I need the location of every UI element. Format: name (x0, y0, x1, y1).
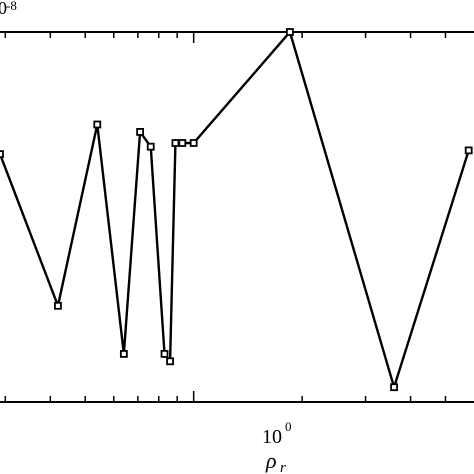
data-point-marker (160, 349, 169, 358)
svg-text:-8: -8 (6, 0, 17, 13)
data-point-marker (54, 301, 62, 310)
data-point-marker (171, 139, 180, 147)
x-axis-label-base: ρ (265, 448, 277, 473)
svg-text:10: 10 (262, 426, 282, 448)
x-tick-label-exponent: 0 (285, 419, 292, 434)
data-point-marker (146, 142, 155, 151)
x-tick-label-base: 10 (262, 426, 282, 448)
y-multiplier-prefix: 0 (0, 0, 7, 18)
svg-text:ρ: ρ (265, 448, 277, 473)
data-point-marker (0, 150, 4, 159)
data-point-marker (464, 146, 473, 155)
data-point-marker (286, 28, 294, 36)
svg-text:r: r (280, 460, 286, 474)
svg-text:0: 0 (285, 419, 292, 434)
data-point-marker (189, 139, 198, 147)
y-multiplier-label: 0 -8 (0, 0, 17, 18)
y-multiplier-exponent: -8 (6, 0, 17, 13)
x-axis-label-subscript: r (280, 460, 286, 474)
data-point-marker (390, 383, 398, 392)
data-point-marker (178, 139, 187, 147)
svg-text:0: 0 (0, 0, 7, 18)
x-tick-label-group: 10 0 (262, 419, 292, 448)
data-point-marker (119, 349, 128, 358)
data-point-marker (166, 357, 174, 366)
x-axis-label: ρ r (265, 448, 286, 474)
data-point-marker (136, 127, 144, 136)
data-point-marker (93, 120, 102, 129)
series-line (0, 29, 470, 392)
